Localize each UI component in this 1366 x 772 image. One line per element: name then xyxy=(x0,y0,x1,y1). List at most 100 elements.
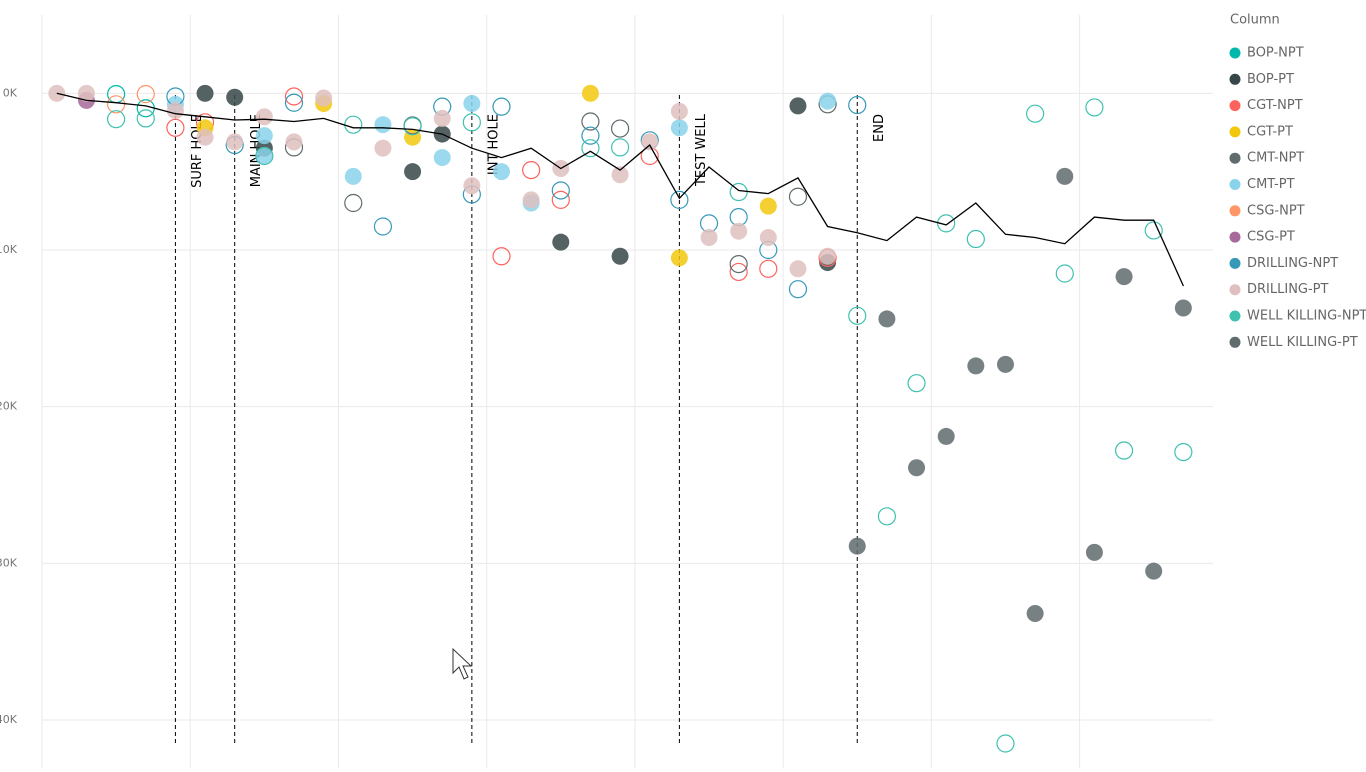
legend-marker xyxy=(1229,100,1241,112)
data-point xyxy=(789,260,807,278)
legend-marker xyxy=(1229,152,1241,164)
legend-label: WELL KILLING-PT xyxy=(1247,335,1358,350)
data-point xyxy=(789,97,807,115)
data-point xyxy=(759,197,777,215)
data-point xyxy=(463,95,481,113)
data-point xyxy=(284,87,304,106)
data-point xyxy=(373,217,393,236)
data-point xyxy=(284,93,304,112)
data-point xyxy=(967,357,985,375)
data-point xyxy=(700,228,718,246)
data-point xyxy=(610,138,630,157)
legend-marker xyxy=(1229,179,1241,190)
legend-label: DRILLING-PT xyxy=(1247,282,1329,297)
data-point xyxy=(552,233,570,251)
data-point xyxy=(819,247,837,265)
data-point xyxy=(404,163,422,181)
data-point xyxy=(107,95,126,114)
data-point xyxy=(1055,264,1074,283)
data-point xyxy=(551,190,570,209)
legend-label: CGT-NPT xyxy=(1247,98,1303,113)
legend-label: DRILLING-NPT xyxy=(1247,256,1338,271)
legend-label: CGT-PT xyxy=(1247,124,1293,139)
data-point xyxy=(285,133,303,151)
data-point xyxy=(433,109,451,127)
y-tick-label: 0K xyxy=(3,86,18,99)
data-point xyxy=(1174,443,1193,462)
legend-marker xyxy=(1229,73,1241,85)
data-point xyxy=(729,262,748,282)
data-point xyxy=(374,139,392,157)
legend-marker xyxy=(1229,205,1241,217)
data-point xyxy=(1085,98,1104,117)
legend-label: BOP-PT xyxy=(1247,72,1294,87)
data-point xyxy=(581,84,599,102)
data-point xyxy=(670,249,688,267)
data-point xyxy=(1144,221,1163,240)
mouse-cursor xyxy=(452,647,473,680)
legend-marker xyxy=(1229,47,1241,59)
data-point xyxy=(403,117,422,136)
data-point xyxy=(226,133,244,151)
data-point xyxy=(788,280,808,299)
data-point xyxy=(462,113,481,132)
data-point xyxy=(966,229,985,249)
data-point xyxy=(670,102,688,120)
data-point xyxy=(522,191,540,209)
data-point xyxy=(374,116,392,134)
legend-marker xyxy=(1229,310,1241,322)
data-point xyxy=(492,247,511,266)
data-point xyxy=(344,167,362,185)
data-point xyxy=(77,84,95,102)
legend-title: Column xyxy=(1230,13,1280,28)
y-tick-label: 10K xyxy=(0,243,18,256)
data-point xyxy=(878,310,896,328)
data-point xyxy=(729,255,748,274)
data-point xyxy=(937,427,955,445)
data-point xyxy=(1056,167,1074,185)
data-point xyxy=(670,119,688,137)
legend-label: CSG-PT xyxy=(1247,230,1295,245)
data-point xyxy=(611,247,629,265)
legend-label: CMT-PT xyxy=(1247,177,1295,192)
data-point xyxy=(493,163,511,181)
data-point xyxy=(255,127,273,145)
data-point xyxy=(1174,299,1192,317)
data-point xyxy=(996,734,1015,753)
data-point xyxy=(819,92,837,110)
data-point xyxy=(788,187,808,206)
data-point xyxy=(492,97,511,116)
data-point xyxy=(107,110,126,129)
data-point xyxy=(581,112,600,131)
legend-marker xyxy=(1229,257,1241,269)
legend-label: WELL KILLING-NPT xyxy=(1247,309,1366,324)
data-point xyxy=(848,306,867,325)
data-point xyxy=(463,177,481,195)
data-point xyxy=(136,109,155,128)
data-point xyxy=(107,85,126,104)
data-point xyxy=(166,118,185,137)
legend-marker xyxy=(1229,126,1241,138)
data-point xyxy=(937,214,956,233)
data-point xyxy=(848,95,867,115)
data-point xyxy=(433,149,451,167)
data-point xyxy=(315,89,333,107)
data-point xyxy=(877,507,896,526)
y-tick-label: 30K xyxy=(0,556,18,569)
data-point xyxy=(908,459,926,477)
phase-label: INT HOLE xyxy=(486,114,501,175)
phase-label: TEST WELL xyxy=(694,113,709,187)
data-point xyxy=(344,115,363,134)
data-point xyxy=(136,85,155,104)
data-point xyxy=(1026,604,1044,622)
data-point xyxy=(196,84,214,102)
data-point xyxy=(730,222,748,240)
data-point xyxy=(1115,268,1133,286)
data-point xyxy=(641,133,659,151)
legend-label: CMT-NPT xyxy=(1247,151,1304,166)
phase-label: END xyxy=(872,114,887,142)
data-point xyxy=(344,193,363,213)
legend-marker xyxy=(1229,336,1241,348)
data-point xyxy=(907,374,926,393)
